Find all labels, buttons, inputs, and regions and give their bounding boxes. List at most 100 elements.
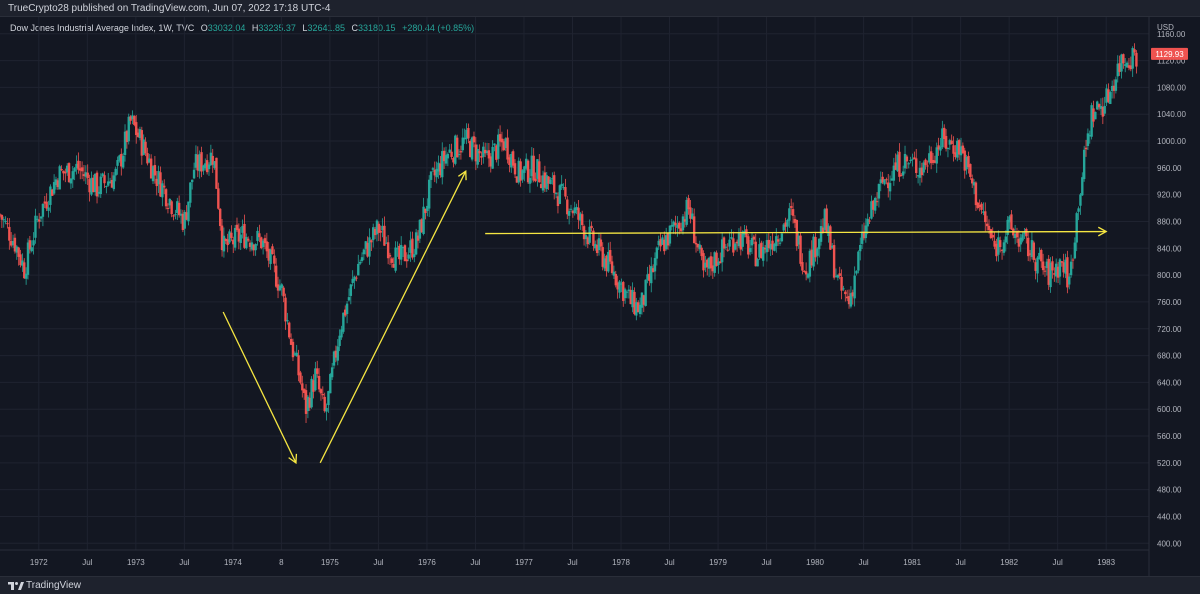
candle-body — [304, 390, 308, 414]
candle-body — [194, 154, 198, 168]
candle-body — [112, 175, 116, 190]
candle-body — [47, 207, 50, 211]
candle-body — [825, 208, 828, 233]
candle-body — [989, 229, 993, 239]
candle-body — [737, 232, 741, 247]
candle-body — [228, 231, 231, 243]
candle-body — [829, 226, 832, 250]
candle-body — [623, 289, 627, 299]
candle-body — [780, 233, 784, 242]
candle-body — [711, 265, 715, 272]
candle-body — [319, 389, 323, 394]
candle-body — [424, 208, 427, 214]
candle-body — [1068, 276, 1071, 285]
x-tick-label: 1981 — [903, 558, 921, 567]
candle-body — [349, 284, 353, 296]
y-tick-label: 480.00 — [1157, 486, 1182, 495]
candle-body — [144, 141, 147, 154]
candle-body — [125, 131, 129, 143]
candle-body — [765, 240, 769, 253]
candle-body — [472, 136, 476, 143]
candle-body — [368, 237, 371, 257]
candle-body — [519, 161, 522, 181]
candle-body — [823, 209, 826, 230]
candle-body — [392, 263, 395, 268]
candle-body — [814, 237, 817, 258]
candle-body — [330, 367, 334, 378]
candle-body — [622, 282, 625, 301]
candle-body — [1125, 62, 1129, 68]
candle-body — [661, 237, 664, 245]
candle-body — [679, 228, 683, 232]
candle-body — [155, 178, 158, 187]
candle-body — [65, 165, 69, 173]
y-tick-label: 1120.00 — [1157, 57, 1186, 66]
candle-body — [816, 248, 819, 256]
candle-body — [1047, 258, 1050, 285]
candle-body — [868, 220, 871, 222]
candle-body — [1079, 194, 1082, 206]
candle-body — [511, 151, 515, 166]
candle-body — [75, 163, 78, 169]
candle-body — [459, 151, 463, 153]
annotation-arrow-line[interactable] — [485, 230, 1107, 235]
candle-body — [1000, 249, 1004, 251]
candle-body — [1120, 54, 1123, 72]
candle-body — [133, 116, 136, 125]
tradingview-logo-icon[interactable] — [8, 580, 24, 591]
candle-body — [760, 242, 763, 259]
time-axis[interactable]: 1972 Jul 1973 Jul 1974 8 1975 Jul 1976 Jul 1977 Jul… — [0, 549, 1149, 567]
candle-body — [375, 220, 379, 235]
candle-body — [642, 295, 645, 305]
candle-body — [866, 218, 869, 227]
candle-body — [1002, 242, 1006, 253]
annotation-arrow-line[interactable] — [319, 170, 467, 464]
price-chart[interactable]: USD 400.00 440.00 480.00 520.00 560.00 600.00… — [0, 17, 1200, 576]
x-tick-label: 8 — [279, 558, 284, 567]
candle-body — [653, 258, 657, 272]
candle-body — [196, 154, 199, 171]
candle-body — [224, 238, 227, 242]
candle-body — [698, 244, 701, 250]
candle-body — [6, 223, 9, 225]
candle-body — [888, 183, 892, 192]
candle-body — [836, 274, 840, 278]
x-tick-label: Jul — [761, 558, 771, 567]
price-axis[interactable]: USD 400.00 440.00 480.00 520.00 560.00 600.00… — [1148, 17, 1200, 576]
candle-body — [752, 236, 756, 240]
candle-body — [4, 220, 7, 223]
candle-body — [556, 196, 560, 207]
candle-body — [114, 168, 117, 176]
candle-body — [739, 233, 743, 250]
x-tick-label: Jul — [858, 558, 868, 567]
annotation-arrow-head — [1097, 226, 1108, 237]
candle-body — [166, 207, 170, 209]
symbol-name[interactable]: Dow Jones Industrial Average Index, 1W, … — [10, 23, 195, 33]
candle-body — [230, 232, 233, 238]
candle-body — [386, 242, 390, 259]
candle-body — [289, 338, 293, 345]
candle-body — [1101, 106, 1105, 117]
candle-body — [73, 168, 76, 172]
candle-body — [205, 160, 209, 173]
candle-body — [237, 228, 241, 242]
y-tick-label: 1160.00 — [1157, 30, 1186, 39]
candle-body — [838, 273, 841, 276]
candle-body — [974, 182, 978, 206]
candle-body — [900, 174, 903, 176]
candle-body — [763, 247, 767, 250]
brand-name[interactable]: TradingView — [26, 580, 82, 591]
candle-body — [168, 198, 172, 206]
candle-body — [416, 235, 420, 241]
candle-body — [562, 187, 565, 189]
candle-body — [179, 213, 183, 216]
candle-body — [8, 226, 11, 241]
candle-body — [808, 250, 812, 277]
annotation-arrow-line[interactable] — [222, 311, 297, 464]
candle-body — [521, 170, 524, 180]
candle-body — [599, 239, 603, 247]
candle-body — [993, 240, 996, 247]
candle-body — [793, 218, 797, 223]
candle-body — [316, 368, 319, 374]
candle-body — [1023, 232, 1026, 235]
